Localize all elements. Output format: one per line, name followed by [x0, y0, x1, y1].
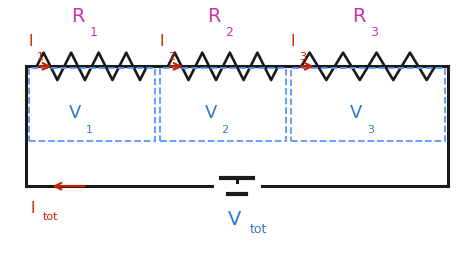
Text: 3: 3 [299, 52, 306, 62]
Text: R: R [207, 7, 220, 26]
Text: R: R [352, 7, 365, 26]
Text: 2: 2 [168, 52, 175, 62]
Text: I: I [160, 34, 164, 49]
Text: 1: 1 [37, 52, 44, 62]
Text: V: V [350, 104, 363, 122]
Text: 2: 2 [221, 125, 228, 135]
Text: tot: tot [250, 223, 267, 236]
Text: 1: 1 [86, 125, 93, 135]
Text: tot: tot [43, 212, 58, 222]
Text: I: I [28, 34, 33, 49]
Text: V: V [69, 104, 82, 122]
Text: I: I [31, 201, 36, 216]
Text: V: V [228, 210, 241, 229]
Text: V: V [205, 104, 218, 122]
Bar [28, 68, 155, 141]
Bar [160, 68, 286, 141]
Text: 3: 3 [367, 125, 374, 135]
Text: 3: 3 [371, 26, 378, 39]
Text: I: I [291, 34, 295, 49]
Text: 2: 2 [225, 26, 233, 39]
Text: R: R [71, 7, 84, 26]
Text: 1: 1 [90, 26, 97, 39]
Bar [291, 68, 446, 141]
